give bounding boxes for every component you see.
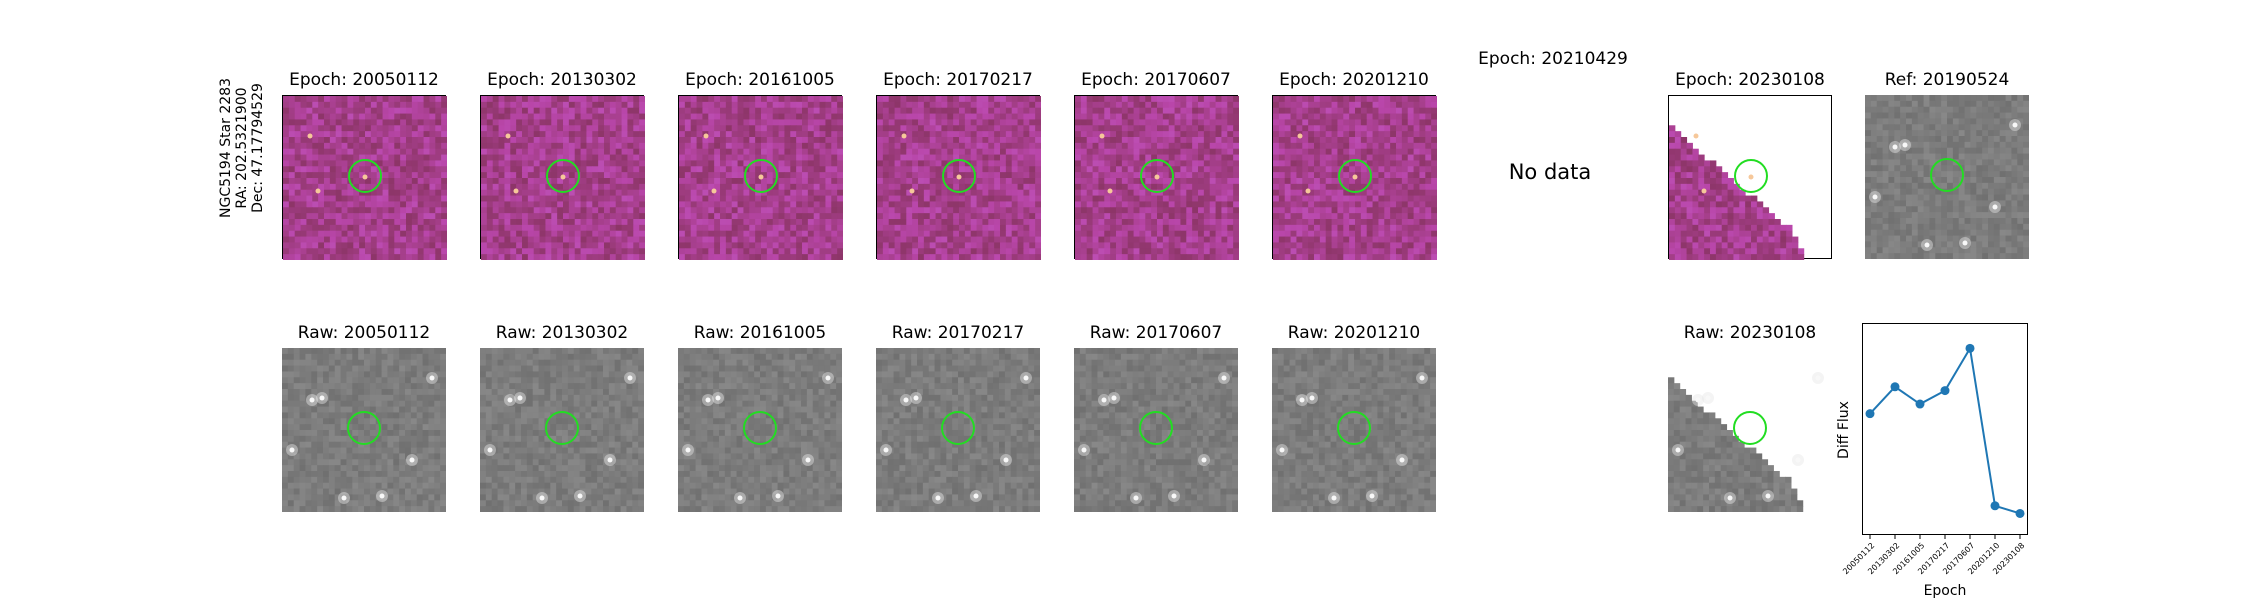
light-curve-chart	[1862, 323, 2028, 539]
raw-image-1	[282, 348, 446, 512]
diff-image-6	[1272, 95, 1437, 260]
diff-image-5	[1074, 95, 1239, 260]
raw-title-8: Raw: 20230108	[1683, 323, 1817, 343]
data-point	[2015, 508, 2025, 518]
raw-image-8	[1668, 348, 1832, 512]
data-point	[1940, 386, 1950, 396]
raw-title-4: Raw: 20170217	[891, 323, 1025, 343]
diff-title-2: Epoch: 20130302	[487, 70, 637, 90]
data-point	[1865, 409, 1875, 419]
diff-image-1	[282, 95, 447, 260]
ref-title: Ref: 20190524	[1884, 70, 2010, 90]
raw-image-4	[876, 348, 1040, 512]
no-data-label: No data	[1508, 160, 1592, 184]
star-name: NGC5194 Star 2283	[218, 78, 234, 218]
ref-image	[1865, 95, 2029, 259]
diff-title-7: Epoch: 20210429	[1478, 49, 1628, 69]
raw-image-2	[480, 348, 644, 512]
light-curve-svg	[1862, 323, 2028, 539]
diff-title-3: Epoch: 20161005	[685, 70, 835, 90]
diff-image-8	[1668, 95, 1832, 260]
diff-image-2	[480, 95, 645, 260]
raw-image-3	[678, 348, 842, 512]
x-axis-label: Epoch	[1923, 583, 1967, 599]
raw-image-5	[1074, 348, 1238, 512]
raw-title-1: Raw: 20050112	[297, 323, 431, 343]
diff-title-1: Epoch: 20050112	[289, 70, 439, 90]
diff-title-4: Epoch: 20170217	[883, 70, 1033, 90]
data-point	[1890, 382, 1900, 392]
diff-image-4	[876, 95, 1041, 260]
data-point	[1915, 399, 1925, 409]
raw-title-3: Raw: 20161005	[693, 323, 827, 343]
data-point	[1965, 343, 1975, 353]
diff-image-3	[678, 95, 843, 260]
y-axis-label: Diff Flux	[1836, 401, 1852, 459]
diff-title-6: Epoch: 20201210	[1279, 70, 1429, 90]
series-line	[1869, 345, 2021, 515]
data-point	[1990, 501, 2000, 511]
x-tick-label: 20230108	[1991, 541, 2027, 577]
diff-title-8: Epoch: 20230108	[1675, 70, 1825, 90]
raw-title-2: Raw: 20130302	[495, 323, 629, 343]
diff-title-5: Epoch: 20170607	[1081, 70, 1231, 90]
raw-image-6	[1272, 348, 1436, 512]
raw-title-5: Raw: 20170607	[1089, 323, 1223, 343]
raw-title-6: Raw: 20201210	[1287, 323, 1421, 343]
